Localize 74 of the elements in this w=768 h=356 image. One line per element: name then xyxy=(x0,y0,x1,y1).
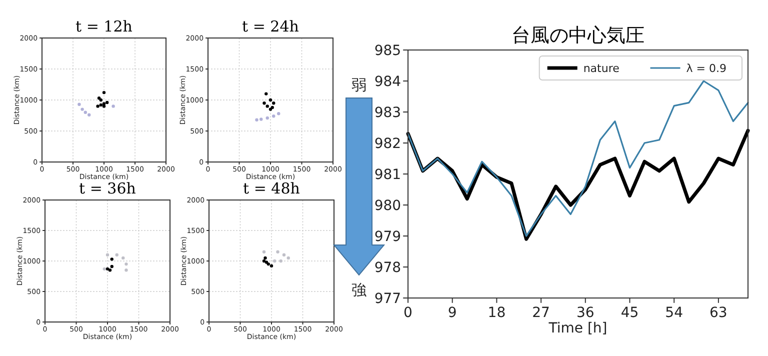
point xyxy=(110,264,114,268)
point xyxy=(273,259,276,263)
point xyxy=(102,102,106,106)
point xyxy=(262,250,266,254)
y-tick-label: 979 xyxy=(374,228,402,245)
x-tick-label: 9 xyxy=(448,304,457,321)
point xyxy=(279,259,282,263)
x-tick-label: 54 xyxy=(665,304,684,321)
point xyxy=(115,253,118,256)
point xyxy=(102,90,106,94)
point xyxy=(106,253,110,256)
point xyxy=(124,262,128,266)
line-series xyxy=(407,80,749,237)
point xyxy=(264,256,267,260)
point xyxy=(84,110,87,114)
y-tick-label: 984 xyxy=(374,74,402,90)
text: 強 xyxy=(352,281,366,299)
point xyxy=(108,268,112,272)
point xyxy=(272,102,276,105)
point xyxy=(99,98,102,102)
text: 弱 xyxy=(352,76,366,94)
legend-label: nature xyxy=(583,62,620,75)
point xyxy=(266,262,270,266)
point xyxy=(110,258,114,261)
point xyxy=(102,267,106,271)
point xyxy=(124,268,128,272)
y-tick-label: 981 xyxy=(374,166,402,183)
point xyxy=(276,250,280,254)
point xyxy=(262,102,266,105)
point xyxy=(270,106,274,110)
x-tick-label: 45 xyxy=(620,304,639,321)
legend-label: λ = 0.9 xyxy=(686,62,726,75)
chart-title: t = 24h xyxy=(242,17,300,36)
y-tick-label: 985 xyxy=(374,42,402,59)
point xyxy=(102,104,106,108)
chart-title: t = 48h xyxy=(243,179,300,198)
x-tick-label: 18 xyxy=(488,304,506,321)
y-tick-label: 977 xyxy=(374,290,402,307)
chart-title: t = 36h xyxy=(79,179,136,198)
x-tick-label: 36 xyxy=(576,304,594,321)
point xyxy=(262,259,266,263)
point xyxy=(96,104,100,108)
point xyxy=(272,114,276,118)
point xyxy=(268,98,272,102)
point xyxy=(268,108,272,111)
x-tick-label: 27 xyxy=(532,304,550,321)
point xyxy=(80,108,84,111)
x-tick-label: 63 xyxy=(710,304,728,321)
point xyxy=(264,92,268,96)
point xyxy=(106,267,110,271)
point xyxy=(97,96,101,100)
point xyxy=(255,118,258,122)
point xyxy=(286,256,290,260)
y-tick-label: 980 xyxy=(374,198,402,214)
chart-title: 台風の中心気圧 xyxy=(512,24,644,46)
point xyxy=(266,116,269,120)
point xyxy=(264,260,268,264)
point xyxy=(106,100,109,104)
point xyxy=(270,264,274,268)
point xyxy=(122,256,125,260)
point xyxy=(99,103,102,107)
point xyxy=(88,113,91,116)
point xyxy=(260,118,263,121)
y-tick-label: 982 xyxy=(374,136,402,152)
x-axis-title: Time [h] xyxy=(548,320,608,336)
x-tick-label: 0 xyxy=(404,304,412,321)
point xyxy=(282,253,286,256)
chart-title: t = 12h xyxy=(76,17,133,36)
point xyxy=(78,102,81,106)
point xyxy=(277,112,280,116)
y-tick-label: 983 xyxy=(374,104,402,121)
point xyxy=(112,104,115,108)
point xyxy=(266,104,269,108)
y-tick-label: 978 xyxy=(374,260,402,276)
